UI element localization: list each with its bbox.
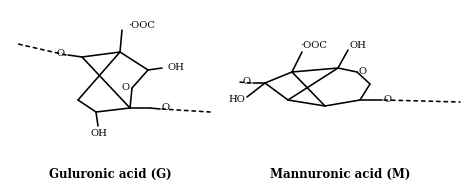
Text: O: O: [384, 94, 392, 103]
Text: ·OOC: ·OOC: [128, 21, 155, 30]
Text: OH: OH: [168, 64, 185, 73]
Text: O: O: [122, 83, 130, 92]
Text: O: O: [162, 103, 170, 113]
Text: OH: OH: [91, 129, 108, 138]
Text: O: O: [359, 66, 367, 75]
Text: O: O: [57, 50, 65, 59]
Text: ·OOC: ·OOC: [300, 41, 327, 50]
Text: HO: HO: [228, 94, 245, 103]
Text: Guluronic acid (G): Guluronic acid (G): [49, 167, 171, 180]
Text: OH: OH: [350, 41, 367, 50]
Text: Mannuronic acid (M): Mannuronic acid (M): [270, 167, 410, 180]
Text: O: O: [243, 76, 251, 85]
